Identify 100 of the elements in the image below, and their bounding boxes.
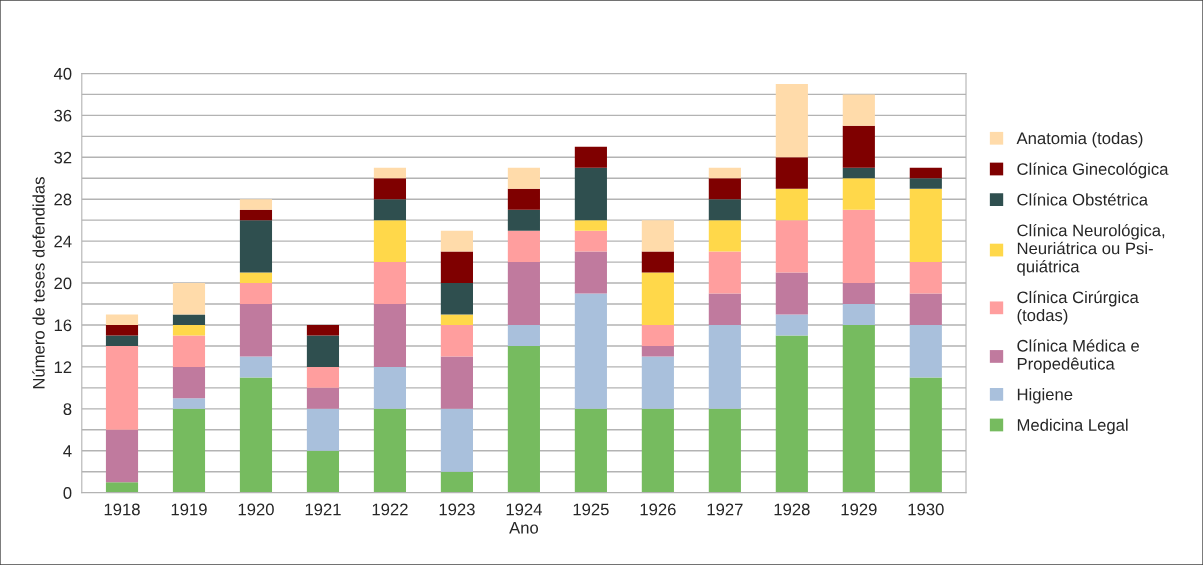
bar [909, 188, 942, 263]
bar [708, 408, 741, 493]
bar [842, 283, 875, 305]
bar [105, 314, 139, 325]
bar [440, 251, 473, 284]
bar [909, 178, 942, 189]
legend-label: Clínica Cirúrgica (todas) [1017, 290, 1139, 325]
bar [775, 83, 808, 158]
legend-label: Anatomia (todas) [1016, 131, 1143, 148]
bar [842, 324, 875, 493]
x-tick-label: 1929 [841, 503, 877, 516]
bar [708, 293, 741, 325]
legend-label: Higiene [1017, 388, 1073, 404]
x-tick-label: 1920 [238, 503, 274, 516]
bar [641, 408, 674, 493]
bar [842, 167, 875, 179]
bar [373, 199, 407, 221]
bar [641, 356, 674, 409]
x-tick-label: 1926 [640, 503, 676, 516]
bar [172, 408, 206, 493]
bar [775, 220, 808, 273]
y-tick-label: 4 [63, 445, 72, 457]
x-tick-label: 1924 [506, 503, 542, 516]
bar [507, 188, 540, 210]
bar [775, 188, 808, 221]
bar [641, 220, 674, 252]
bar [909, 262, 942, 294]
x-tick-label: 1930 [908, 503, 944, 516]
bar [306, 335, 340, 367]
legend-label: Clínica Ginecológica [1017, 162, 1169, 179]
bar [440, 408, 473, 472]
y-tick-label: 8 [63, 403, 72, 416]
bar [105, 324, 139, 336]
bar [239, 283, 273, 305]
y-tick-label: 0 [63, 487, 72, 499]
bar [574, 408, 607, 493]
bar [239, 356, 273, 378]
bar [239, 377, 273, 493]
x-axis-title: Ano [509, 522, 539, 534]
x-tick-label: 1925 [573, 503, 609, 516]
bar [239, 209, 273, 221]
bar [239, 220, 273, 273]
bar [574, 220, 607, 231]
bar [306, 387, 340, 409]
bar [105, 345, 139, 430]
bar [775, 314, 808, 336]
bar [842, 125, 875, 168]
bar [172, 283, 206, 315]
bar [440, 471, 473, 493]
legend-label: Clínica Médica e Propedêutica [1017, 339, 1139, 373]
x-tick-label: 1919 [171, 503, 207, 516]
bar [641, 324, 674, 346]
bar [373, 408, 407, 493]
bar [105, 429, 139, 483]
bar [105, 335, 139, 346]
bar [842, 94, 875, 126]
y-tick-label: 40 [53, 67, 72, 80]
bar [306, 366, 340, 388]
bar [775, 335, 808, 493]
bar [440, 283, 473, 315]
bar [172, 366, 206, 399]
bar [306, 408, 340, 451]
bar [641, 345, 674, 357]
bar [507, 345, 540, 493]
bar [909, 324, 942, 378]
bar [373, 304, 407, 367]
bar [909, 167, 942, 179]
bar [574, 251, 607, 294]
bar [239, 199, 273, 210]
bar [507, 324, 540, 346]
y-tick-label: 32 [54, 151, 72, 164]
x-tick-label: 1918 [104, 503, 140, 516]
bar [239, 272, 273, 284]
bar [440, 356, 473, 409]
bar [172, 314, 206, 325]
bar [172, 398, 206, 409]
bar [641, 251, 674, 273]
bar [373, 167, 407, 179]
bar [574, 293, 607, 409]
x-tick-label: 1928 [774, 503, 810, 516]
bar [507, 230, 540, 263]
bar [708, 199, 741, 221]
bar [172, 324, 206, 336]
bar [574, 146, 607, 168]
bar [708, 167, 741, 179]
bar [842, 178, 875, 210]
bar [842, 304, 875, 325]
bar [641, 272, 674, 325]
legend-label: Clínica Obstétrica [1017, 193, 1149, 206]
bar [105, 482, 139, 493]
bar [440, 314, 473, 325]
y-tick-label: 36 [54, 109, 72, 122]
bar [507, 262, 540, 325]
legend-label: Medicina Legal [1017, 418, 1128, 435]
bar [373, 220, 407, 263]
bar [306, 450, 340, 493]
x-tick-label: 1927 [707, 503, 743, 516]
bar [708, 251, 741, 294]
legend-label: Clínica Neurológica, Neuriátrica ou Psi- quiátrica [1017, 223, 1165, 276]
bar [373, 366, 407, 409]
